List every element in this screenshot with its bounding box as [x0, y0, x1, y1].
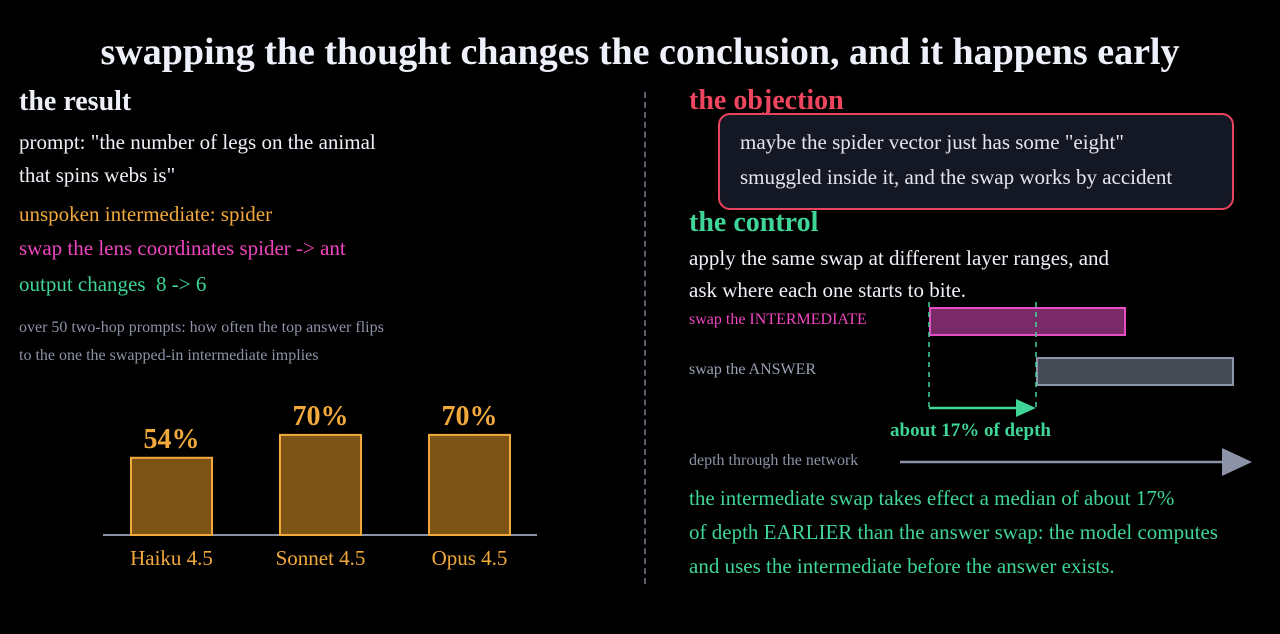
chart-caption-line-2: to the one the swapped-in intermediate i…	[19, 347, 319, 364]
bar-value-label: 70%	[442, 401, 498, 432]
conclusion-line-1: the intermediate swap takes effect a med…	[689, 486, 1175, 510]
section-divider	[644, 92, 646, 584]
swap-answer-bar	[1036, 357, 1234, 386]
swap-intermediate-label: swap the INTERMEDIATE	[689, 311, 867, 328]
control-heading: the control	[689, 207, 819, 238]
bar-2	[428, 433, 511, 536]
swap-answer-label: swap the ANSWER	[689, 361, 817, 378]
swap-intermediate-bar	[929, 307, 1126, 336]
depth-axis-arrow	[900, 448, 1252, 476]
depth-offset-marker	[928, 302, 1037, 417]
control-line-2: ask where each one starts to bite.	[689, 278, 966, 302]
conclusion-line-2: of depth EARLIER than the answer swap: t…	[689, 520, 1218, 544]
control-line-1: apply the same swap at different layer r…	[689, 246, 1110, 270]
page-title: swapping the thought changes the conclus…	[100, 31, 1180, 73]
chart-caption-line-1: over 50 two-hop prompts: how often the t…	[19, 319, 384, 336]
unspoken-intermediate: unspoken intermediate: spider	[19, 202, 273, 226]
objection-line-1: maybe the spider vector just has some "e…	[740, 130, 1124, 154]
prompt-line-2: that spins webs is"	[19, 163, 176, 187]
bar-0	[130, 456, 213, 536]
bar-value-label: 54%	[144, 424, 200, 455]
swap-description: swap the lens coordinates spider -> ant	[19, 236, 346, 260]
bar-category-label: Haiku 4.5	[130, 546, 213, 570]
depth-offset-annotation: about 17% of depth	[890, 420, 1051, 441]
output-change: output changes 8 -> 6	[19, 272, 207, 296]
prompt-line-1: prompt: "the number of legs on the anima…	[19, 130, 376, 154]
flip-rate-bar-chart: 54% Haiku 4.5 70% Sonnet 4.5 70% Opus 4.5	[103, 401, 537, 570]
bar-value-label: 70%	[293, 401, 349, 432]
offset-arrowhead-icon	[1016, 399, 1036, 417]
conclusion-line-3: and uses the intermediate before the ans…	[689, 554, 1115, 578]
objection-box	[718, 113, 1234, 210]
bar-category-label: Opus 4.5	[432, 546, 508, 570]
bar-1	[279, 433, 362, 536]
objection-line-2: smuggled inside it, and the swap works b…	[740, 165, 1173, 189]
depth-axis-label: depth through the network	[689, 452, 859, 469]
depth-arrowhead-icon	[1222, 448, 1252, 476]
objection-heading: the objection	[689, 85, 844, 116]
bar-category-label: Sonnet 4.5	[276, 546, 366, 570]
result-heading: the result	[19, 86, 132, 117]
